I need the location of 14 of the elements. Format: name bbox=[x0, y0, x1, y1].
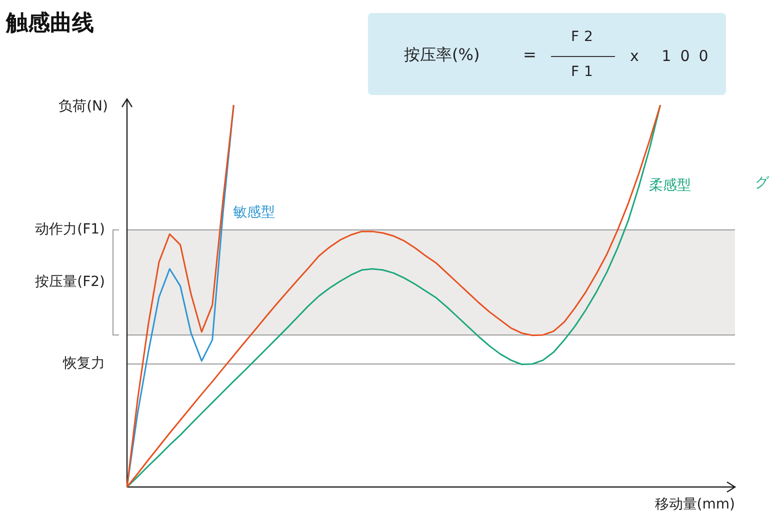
chart-title: 触感曲线 bbox=[6, 10, 94, 38]
series-label: 柔感型 bbox=[649, 178, 691, 194]
text: F1 bbox=[571, 64, 598, 80]
x-axis-title: 移动量(mm) bbox=[654, 496, 735, 513]
text: = bbox=[523, 45, 536, 64]
text: F2 bbox=[571, 29, 598, 45]
y-axis-title: 负荷(N) bbox=[58, 98, 108, 115]
series-label: 敏感型 bbox=[233, 204, 275, 221]
text: x 100 bbox=[630, 47, 718, 65]
ref-line-label: 动作力(F1) bbox=[35, 222, 105, 238]
text: 按压率(%) bbox=[404, 45, 480, 66]
text: グ bbox=[755, 174, 769, 192]
ref-line-label: 恢复力 bbox=[62, 356, 105, 372]
band-label: 按压量(F2) bbox=[35, 274, 105, 290]
